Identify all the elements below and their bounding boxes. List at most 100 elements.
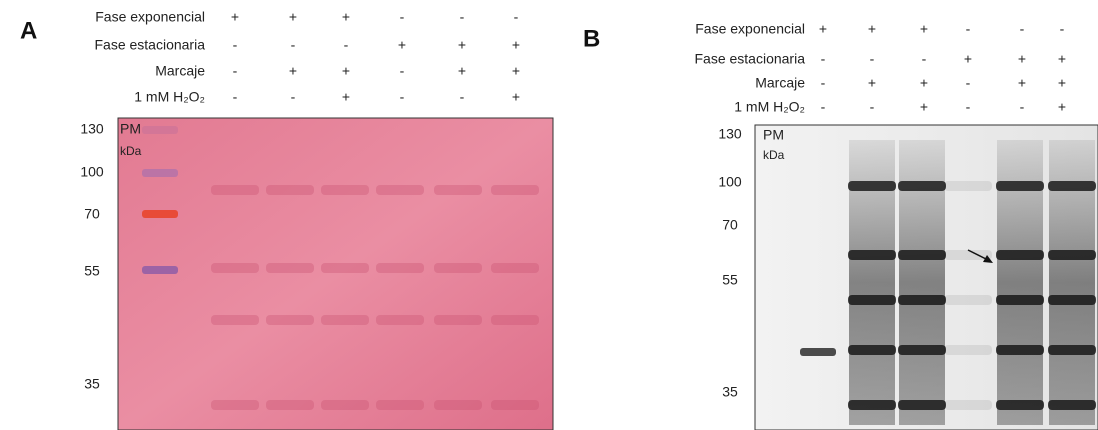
band xyxy=(1048,181,1096,191)
mw-label: 130 xyxy=(718,126,742,142)
band xyxy=(944,295,992,305)
condition-sign: + xyxy=(512,89,520,105)
band xyxy=(1048,250,1096,260)
condition-sign: - xyxy=(966,21,971,37)
condition-sign: - xyxy=(821,51,826,67)
condition-sign: - xyxy=(460,89,465,105)
band xyxy=(211,315,259,325)
band xyxy=(266,263,314,273)
mw-label: 70 xyxy=(722,217,738,233)
band xyxy=(266,400,314,410)
band xyxy=(321,315,369,325)
condition-sign: - xyxy=(400,89,405,105)
band xyxy=(996,345,1044,355)
condition-label: Fase exponencial xyxy=(695,21,805,37)
condition-sign: - xyxy=(344,37,349,53)
mw-label: 100 xyxy=(718,174,742,190)
band xyxy=(848,400,896,410)
band xyxy=(848,250,896,260)
band xyxy=(898,345,946,355)
band xyxy=(898,400,946,410)
band xyxy=(491,185,539,195)
condition-sign: - xyxy=(966,99,971,115)
band xyxy=(376,263,424,273)
condition-sign: + xyxy=(1058,51,1066,67)
condition-sign: - xyxy=(922,51,927,67)
condition-label: Fase estacionaria xyxy=(694,51,805,67)
band xyxy=(376,400,424,410)
condition-sign: + xyxy=(1018,75,1026,91)
condition-sign: + xyxy=(458,63,466,79)
band xyxy=(211,185,259,195)
condition-sign: - xyxy=(233,89,238,105)
ladder-band xyxy=(142,266,178,274)
band xyxy=(321,185,369,195)
condition-label: Marcaje xyxy=(755,75,805,91)
blot-a xyxy=(118,118,553,430)
band xyxy=(898,181,946,191)
condition-sign: + xyxy=(342,9,350,25)
condition-sign: + xyxy=(512,37,520,53)
condition-sign: - xyxy=(1020,99,1025,115)
condition-label: 1 mM H₂O₂ xyxy=(134,89,205,105)
marker-name: PM xyxy=(120,121,141,137)
page: AFase exponencial+++---Fase estacionaria… xyxy=(0,0,1098,430)
band xyxy=(996,250,1044,260)
band xyxy=(944,345,992,355)
band xyxy=(434,185,482,195)
mw-label: 55 xyxy=(84,263,100,279)
condition-sign: + xyxy=(868,21,876,37)
condition-sign: - xyxy=(400,9,405,25)
condition-sign: - xyxy=(1060,21,1065,37)
mw-label: 55 xyxy=(722,272,738,288)
band xyxy=(996,400,1044,410)
condition-sign: + xyxy=(868,75,876,91)
mw-label: 70 xyxy=(84,206,100,222)
condition-sign: + xyxy=(231,9,239,25)
mw-label: 35 xyxy=(84,376,100,392)
condition-sign: - xyxy=(1020,21,1025,37)
band xyxy=(1048,400,1096,410)
band xyxy=(491,263,539,273)
condition-sign: + xyxy=(1018,51,1026,67)
condition-label: Fase estacionaria xyxy=(94,37,205,53)
condition-sign: + xyxy=(289,9,297,25)
band xyxy=(1048,345,1096,355)
condition-sign: + xyxy=(398,37,406,53)
condition-sign: - xyxy=(233,37,238,53)
band xyxy=(211,400,259,410)
band xyxy=(321,263,369,273)
mw-label: 100 xyxy=(80,164,104,180)
condition-sign: + xyxy=(819,21,827,37)
condition-sign: - xyxy=(870,51,875,67)
band xyxy=(898,250,946,260)
band xyxy=(1048,295,1096,305)
condition-sign: - xyxy=(821,75,826,91)
condition-sign: - xyxy=(514,9,519,25)
condition-sign: + xyxy=(920,21,928,37)
ladder-band xyxy=(142,126,178,134)
condition-sign: + xyxy=(964,51,972,67)
band xyxy=(944,181,992,191)
band xyxy=(266,185,314,195)
band xyxy=(996,181,1044,191)
condition-sign: + xyxy=(1058,99,1066,115)
band xyxy=(266,315,314,325)
condition-sign: - xyxy=(291,89,296,105)
band xyxy=(434,400,482,410)
condition-sign: - xyxy=(400,63,405,79)
condition-sign: + xyxy=(342,89,350,105)
marker-name: PM xyxy=(763,127,784,143)
mw-label: 130 xyxy=(80,121,104,137)
band xyxy=(848,181,896,191)
band xyxy=(996,295,1044,305)
band xyxy=(434,263,482,273)
band xyxy=(491,315,539,325)
condition-sign: + xyxy=(342,63,350,79)
condition-sign: - xyxy=(821,99,826,115)
condition-sign: + xyxy=(512,63,520,79)
band xyxy=(898,295,946,305)
marker-unit: kDa xyxy=(120,144,142,158)
mw-label: 35 xyxy=(722,384,738,400)
condition-sign: - xyxy=(870,99,875,115)
